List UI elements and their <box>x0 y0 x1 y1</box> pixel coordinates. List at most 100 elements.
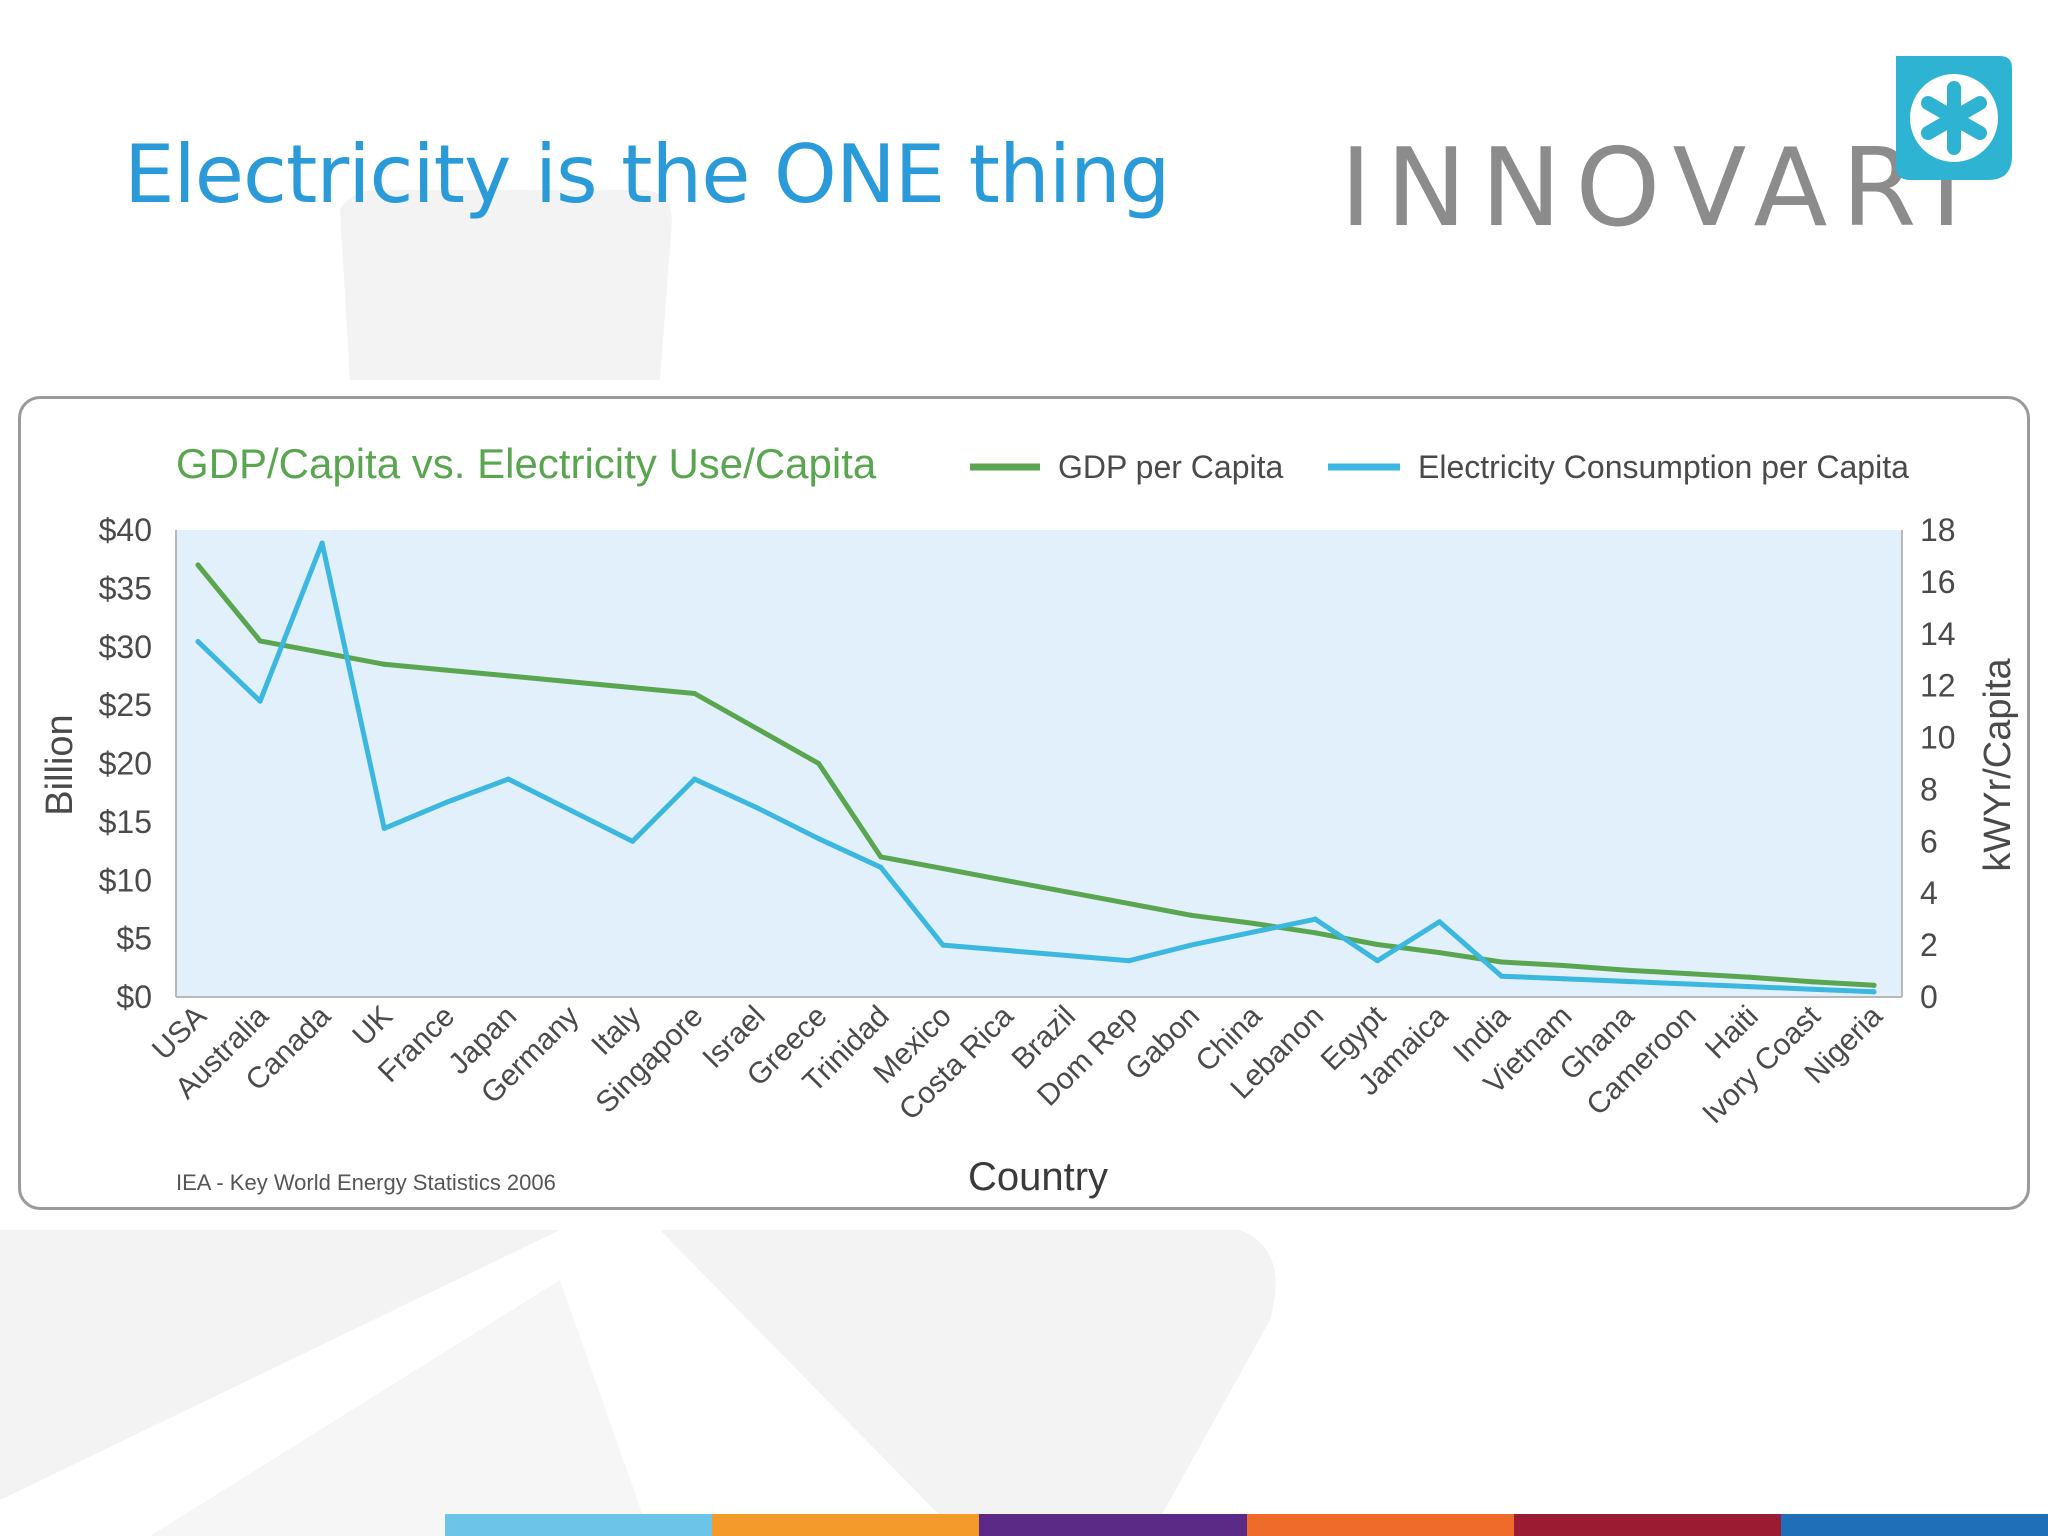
right-tick-label: 14 <box>1920 616 1956 652</box>
gdp-data-point <box>630 685 636 691</box>
electricity-data-point <box>1188 942 1194 948</box>
left-tick-label: $20 <box>99 746 152 782</box>
y-axis-label-right: kWYr/Capita <box>1977 658 2019 872</box>
right-tick-label: 2 <box>1920 927 1938 963</box>
gdp-data-point <box>1623 967 1629 973</box>
electricity-data-point <box>443 799 449 805</box>
gdp-data-point <box>195 562 201 568</box>
color-bar <box>445 1514 2048 1536</box>
left-tick-label: $35 <box>99 570 152 606</box>
electricity-series-line <box>195 540 1877 995</box>
electricity-data-point <box>816 836 822 842</box>
asterisk-icon <box>1896 56 2012 180</box>
gdp-data-point <box>1436 950 1442 956</box>
legend-label-gdp: GDP per Capita <box>1058 449 1284 485</box>
right-tick-label: 8 <box>1920 771 1938 807</box>
electricity-data-point <box>1250 929 1256 935</box>
gdp-data-point <box>1499 959 1505 965</box>
electricity-data-point <box>878 864 884 870</box>
plot-area <box>176 530 1902 997</box>
gdp-data-point <box>1126 901 1132 907</box>
electricity-data-point <box>1623 978 1629 984</box>
electricity-data-point <box>381 825 387 831</box>
electricity-data-point <box>1312 916 1318 922</box>
gdp-series-line <box>195 562 1877 988</box>
right-axis: 0 2 4 6 8 10 12 14 16 18 <box>1901 512 1956 1015</box>
gdp-data-point <box>878 854 884 860</box>
electricity-data-point <box>1499 973 1505 979</box>
electricity-data-point <box>1064 952 1070 958</box>
electricity-data-point <box>1561 976 1567 982</box>
left-tick-label: $25 <box>99 687 152 723</box>
gdp-data-point <box>1064 889 1070 895</box>
color-bar-segment <box>1513 1514 1781 1536</box>
electricity-data-point <box>940 942 946 948</box>
left-tick-label: $15 <box>99 804 152 840</box>
color-bar-segment <box>712 1514 980 1536</box>
color-bar-segment <box>1246 1514 1514 1536</box>
electricity-data-point <box>1809 986 1815 992</box>
electricity-data-point <box>257 698 263 704</box>
gdp-data-point <box>505 673 511 679</box>
left-tick-label: $0 <box>116 979 152 1015</box>
innovari-logo: INNOVARI <box>1340 56 2020 251</box>
right-tick-label: 18 <box>1920 512 1956 548</box>
gdp-data-point <box>1374 941 1380 947</box>
left-tick-label: $5 <box>116 921 152 957</box>
x-tick-label: UK <box>346 1000 399 1053</box>
gdp-data-point <box>257 638 263 644</box>
electricity-data-point <box>319 540 325 546</box>
electricity-data-point <box>1685 981 1691 987</box>
electricity-data-point <box>505 776 511 782</box>
gdp-data-point <box>1002 877 1008 883</box>
y-axis-label-left: Billion <box>39 714 81 815</box>
right-tick-label: 10 <box>1920 720 1956 756</box>
electricity-data-point <box>1374 958 1380 964</box>
gdp-data-point <box>754 725 760 731</box>
left-tick-label: $40 <box>99 512 152 548</box>
gdp-data-point <box>1250 920 1256 926</box>
series-layer <box>195 540 1877 995</box>
gdp-data-point <box>319 650 325 656</box>
chart-legend: GDP per Capita Electricity Consumption p… <box>970 449 1909 485</box>
gdp-data-point <box>443 667 449 673</box>
electricity-data-point <box>1002 947 1008 953</box>
gdp-data-point <box>1747 974 1753 980</box>
electricity-data-point <box>567 807 573 813</box>
source-note: IEA - Key World Energy Statistics 2006 <box>176 1170 556 1195</box>
gdp-data-point <box>381 661 387 667</box>
electricity-data-point <box>754 805 760 811</box>
right-tick-label: 0 <box>1920 979 1938 1015</box>
right-tick-label: 6 <box>1920 823 1938 859</box>
right-tick-label: 16 <box>1920 564 1956 600</box>
gdp-data-point <box>1188 912 1194 918</box>
gdp-data-point <box>692 690 698 696</box>
electricity-data-point <box>1747 984 1753 990</box>
left-axis: $0 $5 $10 $15 $20 $25 $30 $35 $40 <box>99 512 177 1015</box>
electricity-data-point <box>692 776 698 782</box>
right-tick-label: 12 <box>1920 668 1956 704</box>
x-axis-label: Country <box>968 1155 1108 1199</box>
color-bar-segment <box>1780 1514 2048 1536</box>
electricity-data-point <box>195 639 201 645</box>
gdp-data-point <box>1871 982 1877 988</box>
slide-title: Electricity is the ONE thing <box>124 128 1170 221</box>
gdp-data-point <box>940 866 946 872</box>
chart-title: GDP/Capita vs. Electricity Use/Capita <box>176 440 877 487</box>
gdp-data-point <box>1685 971 1691 977</box>
gdp-data-point <box>1561 962 1567 968</box>
gdp-data-point <box>567 679 573 685</box>
electricity-data-point <box>1871 989 1877 995</box>
electricity-data-point <box>1126 958 1132 964</box>
gdp-data-point <box>1312 930 1318 936</box>
logo-text: INNOVARI <box>1340 126 1977 251</box>
gdp-data-point <box>816 761 822 766</box>
color-bar-segment <box>979 1514 1247 1536</box>
left-tick-label: $30 <box>99 629 152 665</box>
legend-label-electricity: Electricity Consumption per Capita <box>1418 449 1909 485</box>
gdp-data-point <box>1809 979 1815 985</box>
electricity-data-point <box>630 838 636 844</box>
left-tick-label: $10 <box>99 862 152 898</box>
